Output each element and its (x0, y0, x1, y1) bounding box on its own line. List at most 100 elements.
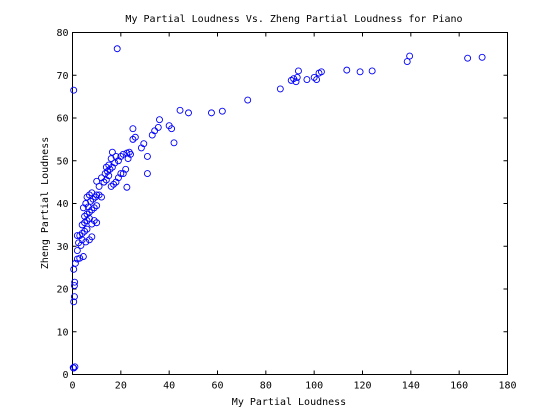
data-point (82, 238, 90, 246)
data-point (122, 165, 130, 173)
y-tick-label: 80 (56, 28, 68, 39)
data-point (70, 265, 78, 273)
data-point (105, 172, 113, 180)
y-tick-label: 0 (62, 370, 68, 381)
data-point (83, 193, 91, 201)
y-tick-label: 20 (56, 285, 68, 296)
data-point (70, 86, 78, 94)
ticks-layer: 0 20 40 60 80 100 120 140 160 180 0 10 20 30 40 50 60 70 8… (56, 28, 516, 392)
y-tick-label: 60 (56, 114, 68, 125)
data-point (292, 78, 300, 86)
data-point (76, 232, 84, 240)
plot-frame (72, 32, 508, 375)
y-axis-title: Zheng Partial Loudness (40, 137, 51, 269)
data-point (88, 220, 96, 228)
data-point (84, 203, 92, 211)
data-point (208, 109, 215, 117)
data-point (81, 212, 89, 220)
data-point (170, 139, 178, 147)
data-point (111, 159, 119, 167)
y-tick-label: 70 (56, 71, 68, 82)
y-tick-label: 30 (56, 242, 68, 253)
data-point (406, 52, 414, 60)
data-point (303, 76, 311, 83)
data-point (244, 96, 252, 104)
data-point (129, 125, 137, 133)
data-point (117, 170, 125, 178)
data-point (95, 191, 103, 199)
x-tick-label: 160 (450, 381, 468, 392)
data-point (107, 182, 115, 190)
data-point (148, 131, 156, 139)
y-tick-label: 50 (56, 156, 68, 167)
data-point (368, 67, 376, 75)
data-point (105, 161, 113, 169)
data-point (90, 217, 98, 225)
data-point (88, 233, 96, 241)
data-point (129, 135, 137, 143)
data-point (76, 254, 84, 262)
data-point (218, 107, 226, 115)
data-point (168, 125, 176, 133)
data-point (131, 133, 139, 141)
data-point (154, 123, 162, 131)
data-point (89, 195, 97, 203)
data-point (93, 202, 101, 210)
y-tick-label: 40 (56, 199, 68, 210)
x-tick-label: 140 (402, 381, 420, 392)
x-tick-label: 80 (260, 381, 272, 392)
data-point (356, 68, 364, 76)
data-point (185, 109, 192, 117)
x-tick-label: 40 (163, 381, 175, 392)
data-point (343, 66, 351, 74)
data-point (464, 54, 472, 62)
data-point (276, 85, 284, 93)
data-point (78, 229, 86, 237)
data-point (156, 116, 163, 124)
data-point (117, 153, 125, 160)
data-point (140, 140, 148, 148)
data-point (108, 148, 116, 156)
data-point (106, 165, 114, 173)
data-point (104, 167, 111, 175)
data-point (87, 197, 95, 205)
data-point (113, 45, 121, 53)
data-point (313, 76, 321, 83)
data-point (78, 221, 86, 229)
data-point (71, 278, 79, 286)
data-point (98, 193, 105, 201)
data-point (85, 208, 93, 216)
data-point (110, 180, 118, 188)
data-point (93, 219, 101, 227)
data-point (98, 174, 105, 182)
data-point (478, 53, 486, 61)
data-point (85, 191, 93, 199)
points-layer (69, 45, 486, 372)
data-point (403, 58, 411, 66)
x-tick-label: 60 (211, 381, 223, 392)
x-tick-label: 20 (115, 381, 127, 392)
data-point (70, 293, 78, 301)
data-point (71, 259, 79, 267)
data-point (295, 67, 302, 75)
data-point (143, 153, 151, 160)
data-point (93, 177, 101, 185)
data-point (125, 148, 133, 156)
data-point (310, 73, 318, 81)
data-point (70, 298, 78, 306)
data-point (293, 73, 301, 81)
data-point (83, 225, 91, 233)
x-tick-label: 0 (69, 381, 75, 392)
data-point (101, 170, 109, 178)
data-point (70, 282, 78, 290)
data-point (123, 183, 131, 191)
data-point (81, 227, 89, 235)
data-point (73, 247, 81, 254)
x-tick-label: 100 (305, 381, 323, 392)
data-point (143, 170, 151, 178)
x-tick-label: 180 (498, 381, 516, 392)
data-point (317, 68, 325, 76)
x-axis-title: My Partial Loudness (232, 397, 346, 408)
